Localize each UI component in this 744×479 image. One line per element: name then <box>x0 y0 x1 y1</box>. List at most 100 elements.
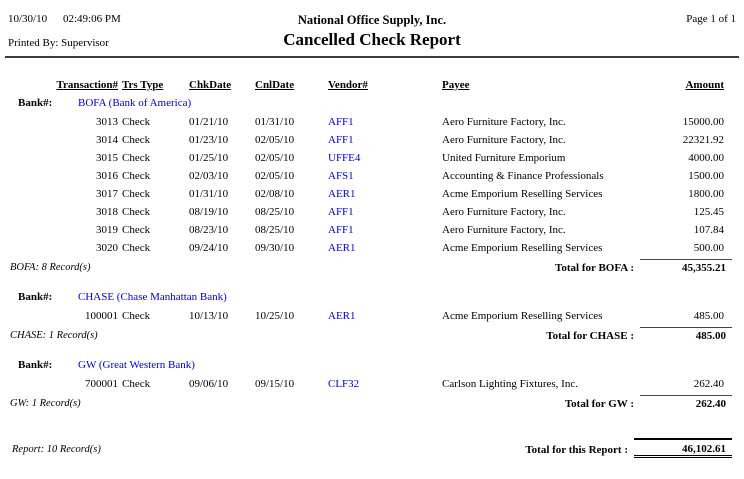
check-amount: 15000.00 <box>682 116 724 128</box>
chk-date: 09/06/10 <box>189 378 229 390</box>
bank-groups: Bank#: BOFA (Bank of America) 3013 Check… <box>0 97 744 421</box>
check-rows: 700001 Check 09/06/10 09/15/10 CLF32 Car… <box>0 375 744 393</box>
bank-group: Bank#: GW (Great Western Bank) 700001 Ch… <box>0 359 744 421</box>
bank-group: Bank#: CHASE (Chase Manhattan Bank) 1000… <box>0 291 744 353</box>
page-title: Cancelled Check Report <box>283 30 461 49</box>
transaction-number: 3015 <box>96 152 118 164</box>
chk-date: 01/21/10 <box>189 116 229 128</box>
chk-date: 08/19/10 <box>189 206 229 218</box>
check-amount: 125.45 <box>693 206 724 218</box>
chk-date: 02/03/10 <box>189 170 229 182</box>
transaction-number: 700001 <box>85 378 118 390</box>
vendor-number-link[interactable]: AFF1 <box>328 134 354 146</box>
vendor-number-link[interactable]: AER1 <box>328 188 356 200</box>
cnl-date: 08/25/10 <box>255 206 295 218</box>
check-row: 3019 Check 08/23/10 08/25/10 AFF1 Aero F… <box>0 221 744 239</box>
cnl-date: 10/25/10 <box>255 310 295 322</box>
chk-date: 01/25/10 <box>189 152 229 164</box>
group-total-amount: 45,355.21 <box>682 262 726 274</box>
vendor-number-link[interactable]: UFFE4 <box>328 152 361 164</box>
cnl-date: 02/05/10 <box>255 170 295 182</box>
column-header-row: Transaction# Trs Type ChkDate CnlDate Ve… <box>0 79 744 95</box>
bank-name-link[interactable]: GW (Great Western Bank) <box>78 359 195 371</box>
check-amount: 1800.00 <box>688 188 724 200</box>
transaction-number: 3014 <box>96 134 118 146</box>
check-row: 3017 Check 01/31/10 02/08/10 AER1 Acme E… <box>0 185 744 203</box>
report-total-label: Total for this Report : <box>525 444 628 456</box>
bank-header-row: Bank#: GW (Great Western Bank) <box>0 359 744 375</box>
total-overline <box>640 259 732 260</box>
bank-name-link[interactable]: CHASE (Chase Manhattan Bank) <box>78 291 227 303</box>
vendor-number-link[interactable]: AFF1 <box>328 116 354 128</box>
report-body: Transaction# Trs Type ChkDate CnlDate Ve… <box>0 79 744 472</box>
print-time: 02:49:06 PM <box>63 13 121 25</box>
transaction-number: 3019 <box>96 224 118 236</box>
check-row: 700001 Check 09/06/10 09/15/10 CLF32 Car… <box>0 375 744 393</box>
payee-name: Acme Emporium Reselling Services <box>442 310 603 322</box>
trs-type: Check <box>122 242 151 254</box>
group-total-label: Total for BOFA : <box>555 262 634 274</box>
check-amount: 485.00 <box>693 310 724 322</box>
check-rows: 3013 Check 01/21/10 01/31/10 AFF1 Aero F… <box>0 113 744 257</box>
group-total-amount: 262.40 <box>695 398 726 410</box>
vendor-number-link[interactable]: AFF1 <box>328 206 354 218</box>
bank-name-link[interactable]: BOFA (Bank of America) <box>78 97 192 109</box>
bank-group-footer: CHASE: 1 Record(s) Total for CHASE : 485… <box>0 327 744 353</box>
column-header-vendor: Vendor# <box>328 79 368 91</box>
check-amount: 262.40 <box>693 378 724 390</box>
transaction-number: 100001 <box>85 310 118 322</box>
cnl-date: 01/31/10 <box>255 116 295 128</box>
bank-header-row: Bank#: BOFA (Bank of America) <box>0 97 744 113</box>
trs-type: Check <box>122 378 151 390</box>
check-rows: 100001 Check 10/13/10 10/25/10 AER1 Acme… <box>0 307 744 325</box>
check-amount: 107.84 <box>693 224 724 236</box>
chk-date: 01/23/10 <box>189 134 229 146</box>
cnl-date: 02/05/10 <box>255 152 295 164</box>
transaction-number: 3017 <box>96 188 118 200</box>
cnl-date: 02/05/10 <box>255 134 295 146</box>
trs-type: Check <box>122 116 151 128</box>
report-footer: Report: 10 Record(s) Total for this Repo… <box>0 438 744 472</box>
check-row: 3014 Check 01/23/10 02/05/10 AFF1 Aero F… <box>0 131 744 149</box>
vendor-number-link[interactable]: CLF32 <box>328 378 360 390</box>
payee-name: Aero Furniture Factory, Inc. <box>442 224 566 236</box>
check-row: 100001 Check 10/13/10 10/25/10 AER1 Acme… <box>0 307 744 325</box>
payee-name: Aero Furniture Factory, Inc. <box>442 116 566 128</box>
payee-name: Acme Emporium Reselling Services <box>442 188 603 200</box>
column-header-chk-date: ChkDate <box>189 79 232 91</box>
bank-header-row: Bank#: CHASE (Chase Manhattan Bank) <box>0 291 744 307</box>
vendor-number-link[interactable]: AER1 <box>328 242 356 254</box>
bank-group-footer: GW: 1 Record(s) Total for GW : 262.40 <box>0 395 744 421</box>
payee-name: Carlson Lighting Fixtures, Inc. <box>442 378 578 390</box>
bank-number-label: Bank#: <box>18 359 53 371</box>
bank-group-footer: BOFA: 8 Record(s) Total for BOFA : 45,35… <box>0 259 744 285</box>
check-row: 3015 Check 01/25/10 02/05/10 UFFE4 Unite… <box>0 149 744 167</box>
vendor-number-link[interactable]: AER1 <box>328 310 356 322</box>
check-row: 3020 Check 09/24/10 09/30/10 AER1 Acme E… <box>0 239 744 257</box>
group-total-label: Total for CHASE : <box>546 330 634 342</box>
vendor-number-link[interactable]: AFS1 <box>328 170 354 182</box>
trs-type: Check <box>122 224 151 236</box>
check-amount: 4000.00 <box>688 152 724 164</box>
check-amount: 500.00 <box>693 242 724 254</box>
chk-date: 09/24/10 <box>189 242 229 254</box>
group-total-label: Total for GW : <box>564 398 634 410</box>
total-overline <box>640 327 732 328</box>
column-header-payee: Payee <box>442 79 470 91</box>
page-indicator: Page 1 of 1 <box>686 13 736 25</box>
payee-name: Aero Furniture Factory, Inc. <box>442 134 566 146</box>
trs-type: Check <box>122 170 151 182</box>
vendor-number-link[interactable]: AFF1 <box>328 224 354 236</box>
group-total-amount: 485.00 <box>695 330 726 342</box>
check-amount: 1500.00 <box>688 170 724 182</box>
payee-name: Acme Emporium Reselling Services <box>442 242 603 254</box>
chk-date: 01/31/10 <box>189 188 229 200</box>
transaction-number: 3013 <box>96 116 118 128</box>
total-overline <box>640 395 732 396</box>
group-record-count: GW: 1 Record(s) <box>10 398 81 409</box>
column-header-cnl-date: CnlDate <box>255 79 295 91</box>
chk-date: 08/23/10 <box>189 224 229 236</box>
trs-type: Check <box>122 206 151 218</box>
print-date: 10/30/10 <box>8 13 48 25</box>
